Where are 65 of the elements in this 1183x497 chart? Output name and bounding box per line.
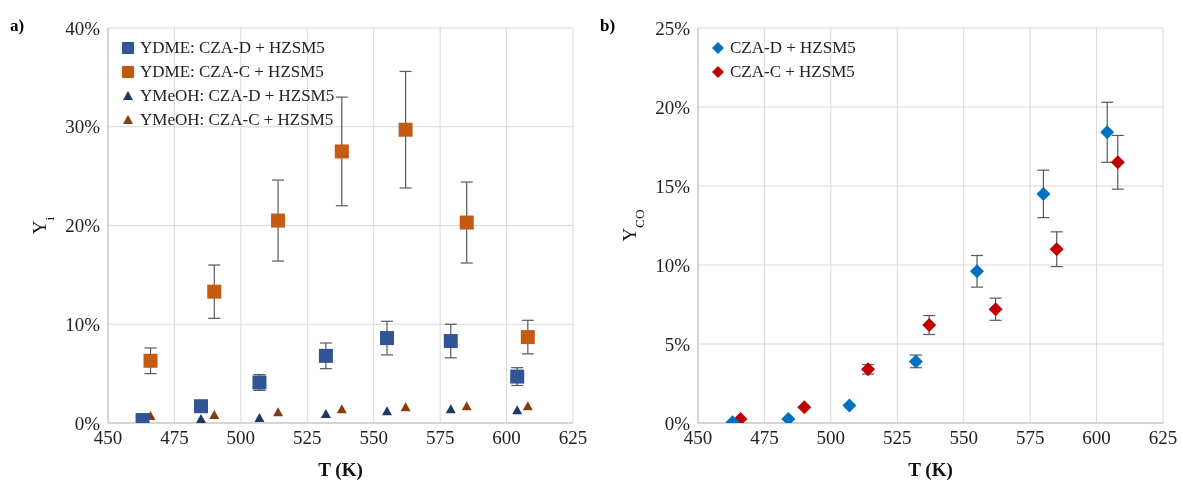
point: [209, 410, 220, 420]
x-tick-label: 550: [359, 427, 388, 449]
y-tick-label: 25%: [655, 17, 691, 39]
point: [382, 406, 392, 416]
point: [922, 318, 937, 333]
x-tick-label: 600: [1082, 427, 1111, 449]
y-tick-label: 10%: [655, 254, 691, 276]
y-tick-label: 30%: [65, 116, 101, 138]
y-tick-label: 10%: [65, 313, 101, 335]
point: [1110, 155, 1125, 170]
point: [273, 407, 284, 417]
point: [207, 284, 222, 299]
x-tick-label: 500: [226, 427, 256, 449]
text: b): [600, 16, 616, 36]
legend-label: YDME: CZA-C + HZSM5: [139, 61, 325, 83]
legend-label: YMeOH: CZA-C + HZSM5: [139, 109, 335, 131]
point: [398, 122, 413, 137]
x-tick-label: 525: [883, 427, 912, 449]
legend-label: YDME: CZA-D + HZSM5: [139, 37, 326, 59]
point: [443, 334, 458, 349]
x-tick-label: 525: [293, 427, 322, 449]
point: [445, 404, 456, 414]
point: [1049, 242, 1064, 257]
point: [336, 404, 347, 414]
point: [318, 348, 333, 363]
x-axis-title: T (K): [318, 459, 363, 481]
point: [320, 409, 331, 419]
y-tick-label: 5%: [664, 333, 691, 355]
x-tick-label: 475: [160, 427, 189, 449]
point: [143, 353, 158, 368]
point: [842, 398, 857, 413]
x-tick-label: 575: [1015, 427, 1045, 449]
y-tick-label: 20%: [65, 215, 101, 237]
point: [970, 264, 984, 279]
x-axis-title: T (K): [908, 459, 953, 481]
text: a): [10, 16, 25, 36]
x-tick-label: 475: [750, 427, 779, 449]
point: [380, 331, 394, 346]
point: [459, 215, 474, 230]
y-tick-label: 40%: [65, 17, 101, 39]
y-tick-label: 20%: [655, 96, 691, 118]
x-tick-label: 575: [425, 427, 455, 449]
point: [334, 144, 349, 159]
point: [522, 401, 533, 411]
legend-label: YMeOH: CZA-D + HZSM5: [139, 85, 335, 107]
point: [254, 413, 265, 423]
legend-label: CZA-D + HZSM5: [729, 37, 856, 59]
x-tick-label: 500: [816, 427, 846, 449]
y-tick-label: 15%: [655, 175, 691, 197]
point: [1036, 186, 1051, 201]
x-tick-label: 625: [558, 427, 588, 449]
point: [797, 400, 812, 415]
x-tick-label: 600: [492, 427, 521, 449]
x-tick-label: 550: [949, 427, 978, 449]
point: [988, 302, 1003, 317]
point: [461, 401, 472, 411]
point: [196, 414, 206, 423]
point: [400, 402, 411, 412]
point: [1100, 125, 1115, 140]
point: [271, 213, 286, 228]
point: [520, 330, 535, 345]
point: [194, 399, 208, 414]
legend-label: CZA-C + HZSM5: [729, 61, 856, 83]
point: [512, 405, 523, 415]
x-tick-label: 625: [1148, 427, 1178, 449]
